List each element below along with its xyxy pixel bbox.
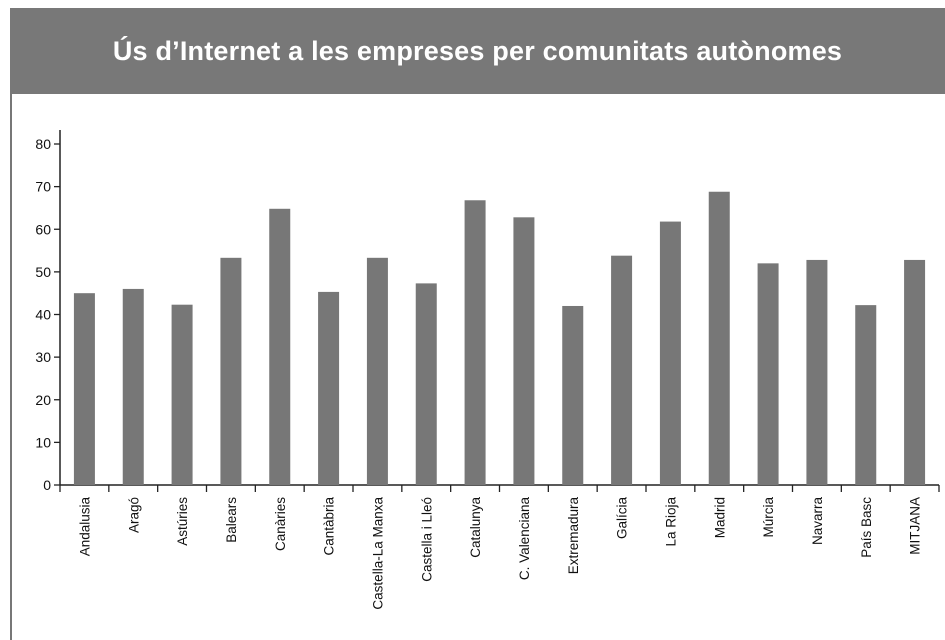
bar bbox=[464, 200, 486, 485]
bar bbox=[855, 305, 877, 485]
bar bbox=[269, 208, 291, 486]
bar bbox=[122, 288, 144, 485]
bar bbox=[904, 259, 926, 485]
category-label: La Rioja bbox=[663, 497, 678, 547]
bar bbox=[708, 191, 730, 486]
y-tick-label: 70 bbox=[35, 179, 51, 195]
category-label: País Basc bbox=[859, 497, 874, 558]
category-label: Astúries bbox=[175, 497, 190, 546]
category-label: Balears bbox=[224, 497, 239, 543]
bar bbox=[562, 305, 584, 485]
bar bbox=[318, 291, 340, 485]
bar bbox=[513, 217, 535, 485]
category-label: Múrcia bbox=[761, 497, 776, 538]
y-tick-label: 10 bbox=[35, 434, 51, 450]
chart-title: Ús d’Internet a les empreses per comunit… bbox=[112, 35, 843, 66]
bar bbox=[611, 255, 633, 485]
category-label: Madrid bbox=[712, 497, 727, 538]
category-label: MITJANA bbox=[908, 497, 923, 555]
panel-left-border bbox=[10, 94, 12, 640]
category-label: Castella-La Manxa bbox=[370, 497, 385, 610]
bar bbox=[220, 257, 242, 485]
category-label: Castella i Lleó bbox=[419, 497, 434, 582]
bar bbox=[171, 304, 193, 485]
category-label: Catalunya bbox=[468, 497, 483, 558]
category-label: Andalusia bbox=[77, 497, 92, 557]
bar bbox=[415, 283, 437, 485]
bar bbox=[757, 263, 779, 485]
category-label: Extremadura bbox=[566, 497, 581, 575]
category-label: Navarra bbox=[810, 497, 825, 546]
bar bbox=[659, 221, 681, 485]
category-label: Galícia bbox=[615, 497, 630, 540]
category-label: Canàries bbox=[273, 497, 288, 551]
category-label: Cantàbria bbox=[322, 497, 337, 556]
y-tick-label: 60 bbox=[35, 221, 51, 237]
y-tick-label: 80 bbox=[35, 136, 51, 152]
y-tick-label: 0 bbox=[43, 477, 51, 493]
y-tick-label: 20 bbox=[35, 392, 51, 408]
category-label: Aragó bbox=[126, 497, 141, 533]
bar bbox=[366, 257, 388, 485]
y-tick-label: 30 bbox=[35, 349, 51, 365]
title-bar: Ús d’Internet a les empreses per comunit… bbox=[10, 8, 945, 94]
category-label: C. Valenciana bbox=[517, 497, 532, 581]
y-tick-label: 50 bbox=[35, 264, 51, 280]
bar bbox=[806, 259, 828, 485]
bar bbox=[73, 293, 95, 485]
y-tick-label: 40 bbox=[35, 307, 51, 323]
